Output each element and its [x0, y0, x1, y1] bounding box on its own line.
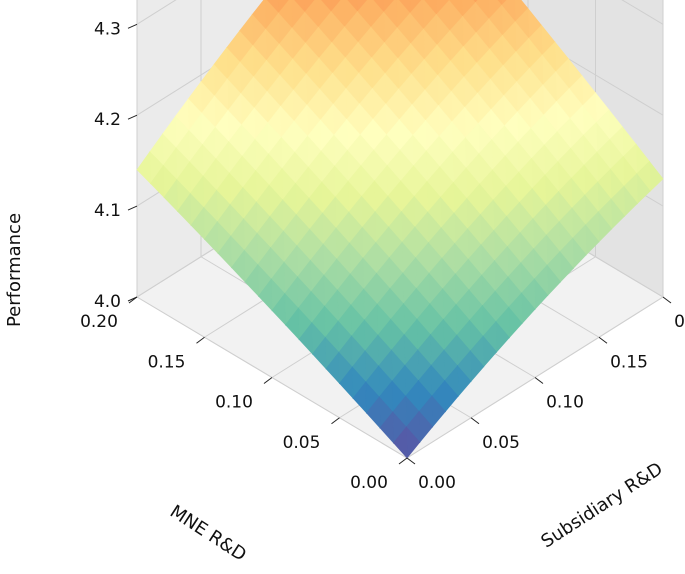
- surface-facet-0-18-1: [150, 164, 165, 199]
- x-tick-label-3: 0.15: [610, 352, 648, 372]
- z-tick-label-0: 4.0: [94, 292, 121, 312]
- z-axis-label: Performance: [4, 213, 25, 327]
- x-tick-label-0: 0.00: [418, 473, 456, 493]
- surface-facet-0-9-1: [271, 292, 286, 326]
- surface-facet-0-8-0: [285, 307, 300, 341]
- surface-facet-0-6-0: [312, 336, 327, 370]
- axis-ticks: 0.00 0.05 0.10 0.15 0.20 0.00 0.05 0.10 0.15 0.20…: [80, 19, 685, 493]
- y-tick-mark-3: [196, 336, 205, 344]
- y-tick-label-4: 0.20: [80, 312, 118, 332]
- y-tick-mark-0: [398, 457, 408, 465]
- z-tick-label-1: 4.1: [94, 201, 121, 221]
- x-tick-mark-4: [662, 296, 672, 304]
- surface-facet-0-17-0: [163, 178, 178, 212]
- z-tick-mark-2: [127, 114, 138, 120]
- surface-facet-18-12-1: [472, 0, 476, 4]
- surface-facet-0-14-1: [204, 220, 219, 255]
- x-tick-mark-0: [406, 457, 416, 465]
- surface-facet-0-19-1: [136, 150, 151, 185]
- y-axis-label: MNE R&D: [166, 501, 250, 566]
- z-tick-mark-3: [127, 23, 138, 29]
- y-tick-mark-1: [331, 417, 340, 425]
- x-tick-mark-1: [470, 417, 480, 425]
- performance-surface: [136, 0, 664, 459]
- x-tick-label-2: 0.10: [546, 393, 584, 413]
- surface-facet-0-2-1: [366, 396, 381, 429]
- y-tick-label-3: 0.15: [148, 352, 186, 372]
- surface-facet-0-10-1: [258, 278, 273, 312]
- surface-facet-0-16-1: [177, 192, 192, 226]
- z-tick-mark-1: [127, 205, 138, 211]
- y-tick-mark-2: [263, 377, 273, 384]
- surface-facet-0-15-1: [190, 206, 205, 240]
- x-tick-mark-2: [534, 377, 544, 384]
- surface-facet-0-13-1: [217, 235, 232, 269]
- z-tick-mark-0: [127, 296, 138, 302]
- y-tick-label-0: 0.00: [350, 473, 388, 493]
- surface-facet-0-1-1: [379, 411, 394, 444]
- x-tick-label-4: 0.20: [674, 312, 685, 332]
- z-tick-label-2: 4.2: [94, 110, 121, 130]
- z-tick-label-3: 4.3: [94, 19, 121, 39]
- surface-facet-0-11-1: [244, 263, 259, 297]
- x-tick-label-1: 0.05: [482, 433, 520, 453]
- x-axis-label: Subsidiary R&D: [537, 458, 666, 552]
- y-tick-label-1: 0.05: [283, 433, 321, 453]
- surface-facet-0-12-0: [231, 249, 246, 283]
- surface-facet-0-0-1: [393, 426, 408, 459]
- surface-facet-0-7-0: [298, 321, 313, 355]
- y-tick-label-2: 0.10: [215, 393, 253, 413]
- x-tick-mark-3: [598, 336, 608, 344]
